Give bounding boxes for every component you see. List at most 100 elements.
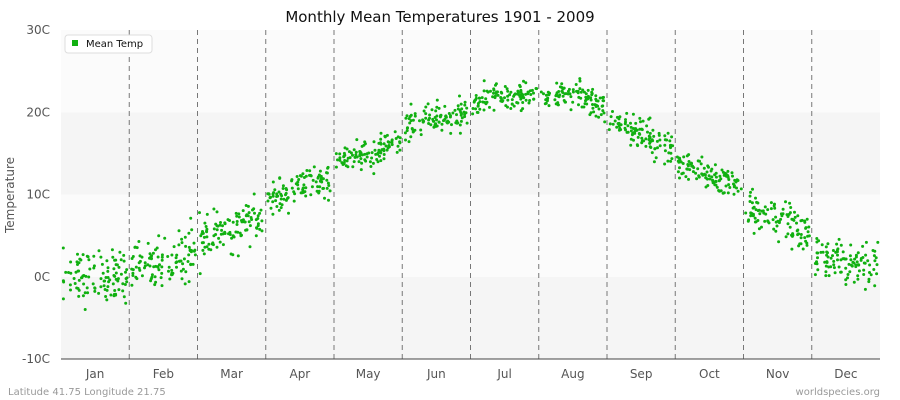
data-point xyxy=(825,261,829,264)
data-point xyxy=(296,183,300,187)
data-point xyxy=(97,249,101,253)
data-point xyxy=(519,90,523,94)
data-point xyxy=(284,193,287,197)
data-point xyxy=(175,265,178,269)
data-point xyxy=(506,94,510,98)
data-point xyxy=(476,104,480,108)
data-point xyxy=(61,246,65,250)
data-point xyxy=(456,121,460,125)
data-point xyxy=(187,245,191,249)
data-point xyxy=(215,224,219,228)
data-point xyxy=(369,165,373,168)
data-point xyxy=(714,183,718,187)
data-point xyxy=(819,250,823,254)
data-point xyxy=(376,160,380,164)
data-point xyxy=(645,124,649,128)
data-point xyxy=(839,270,843,274)
data-point xyxy=(251,208,254,212)
data-point xyxy=(110,248,114,252)
data-point xyxy=(848,270,852,274)
data-point xyxy=(648,141,652,145)
data-point xyxy=(853,257,857,261)
data-point xyxy=(157,234,161,238)
data-point xyxy=(757,227,761,231)
data-point xyxy=(749,190,752,194)
data-point xyxy=(374,152,378,156)
data-point xyxy=(238,231,242,235)
data-point xyxy=(99,277,103,281)
data-point xyxy=(578,77,582,81)
data-point xyxy=(121,289,125,293)
data-point xyxy=(351,165,355,169)
data-point xyxy=(663,143,667,147)
data-point xyxy=(231,220,235,224)
data-point xyxy=(184,244,188,248)
data-point xyxy=(648,135,652,139)
data-point xyxy=(463,103,467,107)
data-point xyxy=(160,265,164,269)
data-point xyxy=(459,113,463,117)
data-point xyxy=(245,228,249,232)
data-point xyxy=(308,173,311,177)
data-point xyxy=(804,226,808,230)
data-point xyxy=(334,152,338,156)
data-point xyxy=(875,272,879,276)
data-point xyxy=(781,207,785,211)
data-point xyxy=(793,210,796,214)
data-point xyxy=(398,140,402,144)
data-point xyxy=(826,242,830,246)
data-point xyxy=(832,266,836,270)
data-point xyxy=(398,136,402,140)
data-point xyxy=(422,119,426,123)
data-point xyxy=(854,255,858,259)
data-point xyxy=(117,265,121,269)
data-point xyxy=(183,235,187,239)
data-point xyxy=(393,130,397,134)
data-point xyxy=(398,148,402,152)
data-point xyxy=(658,138,662,142)
data-point xyxy=(650,151,654,155)
data-point xyxy=(726,169,730,173)
data-point xyxy=(700,172,704,176)
data-point xyxy=(482,89,486,93)
data-point xyxy=(714,171,718,175)
data-point xyxy=(868,271,871,274)
data-point xyxy=(699,162,703,166)
data-point xyxy=(820,243,824,247)
data-point xyxy=(817,239,821,243)
data-point xyxy=(435,105,439,109)
data-point xyxy=(82,282,86,286)
data-point xyxy=(563,100,567,104)
data-point xyxy=(253,211,256,215)
data-point xyxy=(676,159,680,163)
data-point xyxy=(427,122,431,125)
data-point xyxy=(106,266,110,270)
data-point xyxy=(619,128,623,132)
data-point xyxy=(555,81,559,85)
data-point xyxy=(368,160,372,164)
data-point xyxy=(663,149,667,153)
data-point xyxy=(636,135,640,139)
data-point xyxy=(835,242,839,246)
data-point xyxy=(836,247,840,251)
data-point xyxy=(849,243,853,247)
data-point xyxy=(641,119,645,123)
data-point xyxy=(370,156,374,160)
data-point xyxy=(460,116,464,120)
data-point xyxy=(105,259,109,263)
data-point xyxy=(379,137,383,141)
data-point xyxy=(180,237,184,241)
data-point xyxy=(596,99,600,103)
data-point xyxy=(617,121,621,125)
data-point xyxy=(577,95,581,99)
data-point xyxy=(715,185,719,189)
data-point xyxy=(67,271,70,274)
data-point xyxy=(372,172,376,176)
data-point xyxy=(113,289,117,292)
data-point xyxy=(387,140,391,144)
data-point xyxy=(534,87,538,90)
data-point xyxy=(187,253,191,257)
data-point xyxy=(124,301,128,305)
data-point xyxy=(866,259,870,263)
